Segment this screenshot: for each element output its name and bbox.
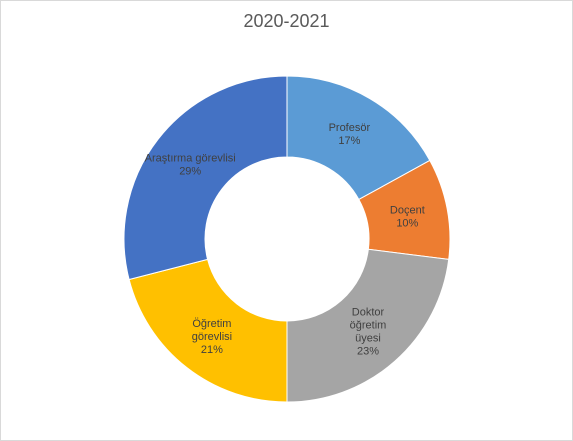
slice-0 <box>286 75 431 201</box>
slice-2 <box>286 248 450 403</box>
slice-label-1: Doçent 10% <box>390 205 425 230</box>
chart-title: 2020-2021 <box>243 11 330 31</box>
slice-label-4: Araştırma görevlisi 29% <box>145 152 236 177</box>
slice-3 <box>128 258 288 403</box>
slice-label-3: Öğretim görevlisi 21% <box>192 318 232 356</box>
slice-4 <box>123 75 288 281</box>
slice-label-2: Doktor öğretim üyesi 23% <box>350 306 387 357</box>
slice-label-0: Profesör 17% <box>329 122 371 147</box>
